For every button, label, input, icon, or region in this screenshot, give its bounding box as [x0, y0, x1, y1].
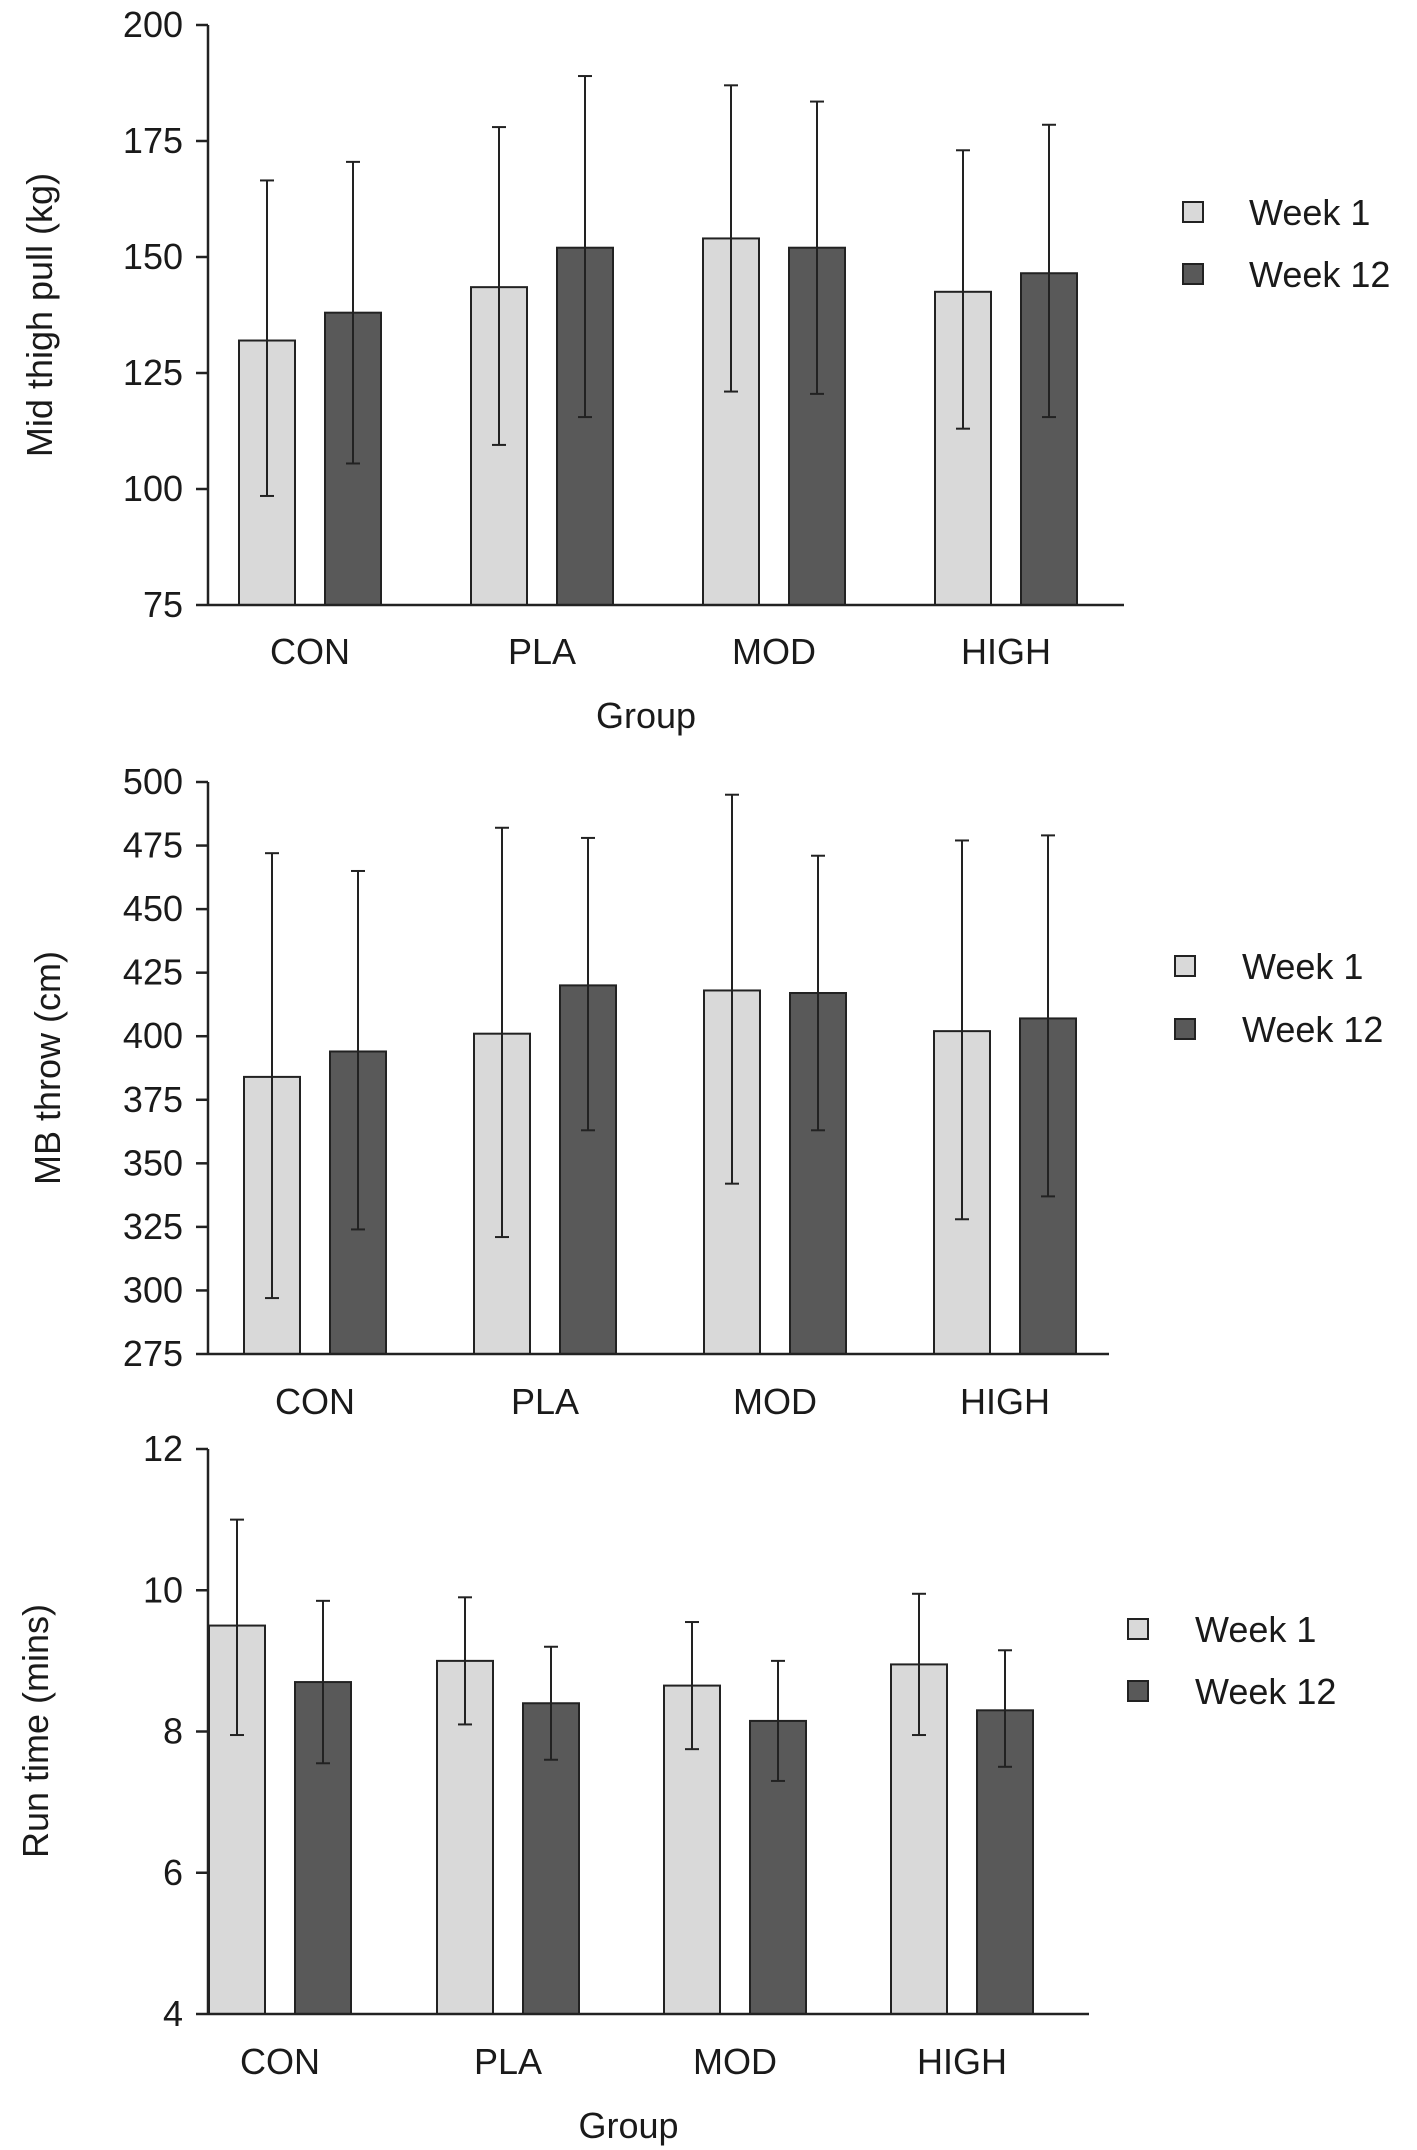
legend-label-week-1: Week 1 [1249, 192, 1370, 233]
legend-swatch-week-12 [1174, 1018, 1196, 1040]
y-tick-label: 200 [123, 4, 183, 45]
legend-label-week-12: Week 12 [1249, 254, 1390, 295]
y-tick-label: 275 [123, 1333, 183, 1374]
y-axis-title: Mid thigh pull (kg) [19, 173, 60, 457]
x-axis-title: Group [578, 2105, 678, 2146]
y-tick-label: 150 [123, 236, 183, 277]
x-tick-label-con: CON [270, 631, 350, 672]
y-tick-label: 125 [123, 352, 183, 393]
legend-swatch-week-1 [1127, 1618, 1149, 1640]
y-tick-label: 500 [123, 761, 183, 802]
y-tick-label: 4 [163, 1993, 183, 2034]
panel-run-time: 4 6 8 10 12 CON PLA MOD HIGH Run time (mins) Group… [15, 1428, 1336, 2146]
legend-swatch-week-1 [1182, 201, 1204, 223]
legend-swatch-week-12 [1182, 263, 1204, 285]
x-tick-label-pla: PLA [474, 2041, 542, 2082]
legend-swatch-week-1 [1174, 955, 1196, 977]
y-tick-label: 10 [143, 1569, 183, 1610]
x-tick-label-con: CON [275, 1381, 355, 1422]
x-tick-label-mod: MOD [693, 2041, 777, 2082]
y-tick-label: 450 [123, 888, 183, 929]
y-axis-title: Run time (mins) [15, 1604, 56, 1858]
y-tick-label: 425 [123, 952, 183, 993]
y-tick-label: 175 [123, 120, 183, 161]
x-tick-label-con: CON [240, 2041, 320, 2082]
y-tick-label: 100 [123, 468, 183, 509]
x-tick-label-mod: MOD [732, 631, 816, 672]
legend-label-week-1: Week 1 [1195, 1609, 1316, 1650]
y-tick-label: 475 [123, 825, 183, 866]
x-tick-label-high: HIGH [960, 1381, 1050, 1422]
legend-label-week-1: Week 1 [1242, 946, 1363, 987]
y-tick-label: 400 [123, 1015, 183, 1056]
x-tick-label-high: HIGH [961, 631, 1051, 672]
legend-swatch-week-12 [1127, 1680, 1149, 1702]
x-tick-label-mod: MOD [733, 1381, 817, 1422]
legend-label-week-12: Week 12 [1242, 1009, 1383, 1050]
x-tick-label-pla: PLA [511, 1381, 579, 1422]
y-tick-label: 8 [163, 1711, 183, 1752]
panel-mb-throw: 275 300 325 350 375 400 425 450 475 500 CON PLA MOD H… [27, 761, 1383, 1422]
y-tick-label: 300 [123, 1269, 183, 1310]
y-tick-label: 12 [143, 1428, 183, 1469]
legend-label-week-12: Week 12 [1195, 1671, 1336, 1712]
y-tick-label: 350 [123, 1142, 183, 1183]
y-tick-label: 375 [123, 1079, 183, 1120]
y-axis-title: MB throw (cm) [27, 951, 68, 1185]
x-tick-label-pla: PLA [508, 631, 576, 672]
y-tick-label: 6 [163, 1852, 183, 1893]
panel-mid-thigh-pull: 75 100 125 150 175 200 CON PLA MOD HIGH Mid thigh … [19, 4, 1390, 736]
y-tick-label: 325 [123, 1206, 183, 1247]
y-tick-label: 75 [143, 584, 183, 625]
x-tick-label-high: HIGH [917, 2041, 1007, 2082]
x-axis-title: Group [596, 695, 696, 736]
